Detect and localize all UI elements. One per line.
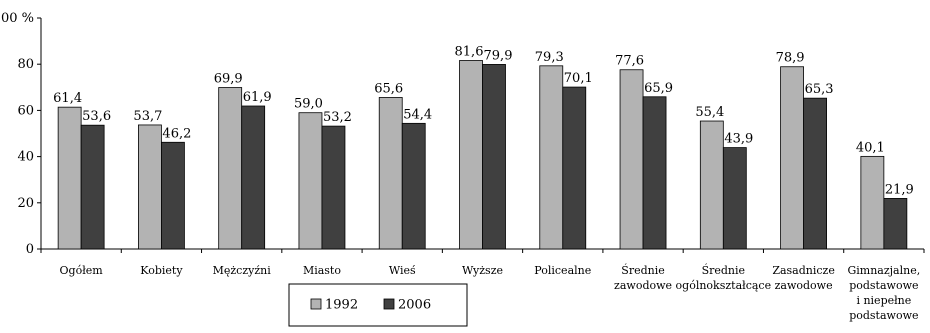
data-label-1992: 40,1 <box>856 140 885 155</box>
y-tick-label: 0 <box>26 242 34 257</box>
category-label: podstawowe <box>849 309 918 322</box>
bar-2006 <box>803 97 827 250</box>
data-label-2006: 53,6 <box>82 109 111 124</box>
category-label: Średnie <box>621 263 664 277</box>
category-label: Gimnazjalne, <box>847 264 920 277</box>
bar-1992 <box>378 97 403 250</box>
bar-2006 <box>161 141 185 250</box>
category-label: Kobiety <box>140 264 183 277</box>
bar-2006 <box>241 105 266 250</box>
bar-1992 <box>860 155 885 250</box>
category-label: Ogółem <box>60 264 104 277</box>
data-label-2006: 61,9 <box>243 90 272 105</box>
bar-2006 <box>401 122 426 250</box>
data-label-2006: 43,9 <box>724 132 753 147</box>
category-label: Wyższe <box>462 264 503 277</box>
data-label-2006: 54,4 <box>403 107 432 122</box>
data-label-1992: 53,7 <box>133 109 162 124</box>
chart-axes: 0 20 40 60 80 100 % <box>0 11 925 257</box>
bar-2006 <box>642 96 667 250</box>
data-label-1992: 65,6 <box>374 81 403 96</box>
category-label: Średnie <box>702 263 745 277</box>
bar-1992 <box>780 66 804 250</box>
data-label-2006: 79,9 <box>484 48 513 63</box>
bar-2006 <box>562 86 587 250</box>
bar-1992 <box>138 124 162 250</box>
legend: 1992 2006 <box>288 283 468 327</box>
data-label-2006: 65,3 <box>805 82 834 97</box>
y-tick-label: 100 % <box>0 11 34 26</box>
bar-2006 <box>321 125 346 250</box>
bar-1992 <box>218 87 243 250</box>
bar-1992 <box>57 106 82 250</box>
bar-1992 <box>298 112 323 250</box>
bar-2006 <box>722 147 747 250</box>
y-tick-label: 80 <box>17 57 34 72</box>
y-tick-label: 40 <box>17 150 34 165</box>
data-label-1992: 79,3 <box>535 50 564 65</box>
category-labels: Ogółem Kobiety Mężczyźni Miasto Wieś Wyższe Po… <box>60 263 921 322</box>
data-label-1992: 61,4 <box>53 91 82 106</box>
data-label-1992: 78,9 <box>776 51 805 66</box>
data-label-2006: 46,2 <box>162 126 191 141</box>
category-label: Zasadnicze <box>772 264 835 277</box>
y-tick-label: 60 <box>17 103 34 118</box>
category-label: zawodowe <box>614 279 672 292</box>
data-label-2006: 65,9 <box>644 81 673 96</box>
y-tick-label: 20 <box>17 196 34 211</box>
bar-1992 <box>699 120 724 250</box>
bar-2006 <box>883 198 908 250</box>
category-label: Mężczyźni <box>213 264 272 277</box>
chart-bars: 61,453,6 53,746,2 69,961,9 59,053,2 65,654,4… <box>53 45 914 250</box>
data-label-1992: 77,6 <box>615 54 644 69</box>
category-label: i niepełne <box>856 294 911 307</box>
data-label-2006: 21,9 <box>885 182 914 197</box>
legend-label-2006: 2006 <box>398 298 431 313</box>
bar-1992 <box>539 65 564 250</box>
bar-1992 <box>619 69 644 250</box>
legend-swatch-1992 <box>310 298 322 310</box>
data-label-1992: 81,6 <box>455 45 484 60</box>
category-label: ogólnokształcące <box>676 279 772 292</box>
category-label: podstawowe <box>849 279 918 292</box>
category-label: zawodowe <box>775 279 833 292</box>
category-label: Policealne <box>534 264 591 277</box>
data-label-1992: 55,4 <box>695 105 724 120</box>
legend-label-1992: 1992 <box>325 298 358 313</box>
data-label-2006: 53,2 <box>323 110 352 125</box>
category-label: Wieś <box>389 264 416 277</box>
category-label: Miasto <box>303 264 341 277</box>
data-label-2006: 70,1 <box>564 71 593 86</box>
data-label-1992: 69,9 <box>214 72 243 87</box>
bar-1992 <box>459 60 483 250</box>
bar-2006 <box>482 64 506 250</box>
legend-swatch-2006 <box>383 298 395 310</box>
data-label-1992: 59,0 <box>294 97 323 112</box>
bar-2006 <box>80 124 105 250</box>
